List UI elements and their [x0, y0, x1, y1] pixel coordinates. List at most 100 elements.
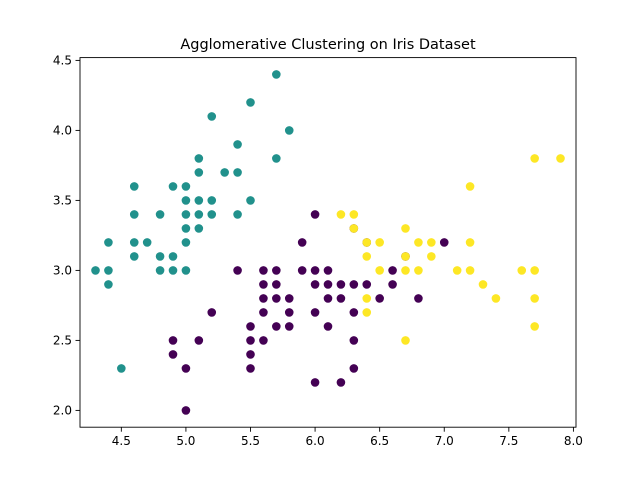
data-point	[349, 308, 359, 317]
data-point	[284, 322, 294, 331]
data-point	[388, 280, 397, 289]
data-point	[181, 196, 191, 205]
data-point	[142, 238, 152, 247]
data-point	[259, 336, 268, 345]
x-tick-label: 7.0	[435, 434, 454, 448]
data-point	[233, 140, 242, 149]
data-point	[220, 168, 229, 177]
data-point	[194, 210, 204, 219]
data-point	[181, 266, 191, 275]
data-point	[181, 364, 191, 373]
data-point	[259, 280, 268, 289]
data-point	[168, 336, 178, 345]
x-tick-label: 4.5	[112, 434, 131, 448]
data-point	[129, 252, 139, 261]
data-point	[427, 252, 436, 261]
y-tick-label: 2.0	[53, 404, 72, 418]
plot-frame	[79, 57, 577, 428]
data-point	[168, 350, 178, 359]
x-tick-label: 5.5	[241, 434, 260, 448]
data-point	[375, 238, 384, 247]
data-point	[362, 294, 372, 303]
data-point	[336, 294, 346, 303]
data-point	[530, 294, 539, 303]
data-point	[310, 210, 320, 219]
data-point	[556, 154, 565, 163]
data-point	[401, 252, 410, 261]
x-tick-label: 8.0	[564, 434, 583, 448]
data-point	[465, 266, 475, 275]
data-point	[168, 252, 178, 261]
data-point	[336, 210, 346, 219]
data-point	[491, 294, 501, 303]
x-tick-label: 5.0	[176, 434, 195, 448]
data-point	[272, 280, 281, 289]
data-point	[194, 168, 204, 177]
data-point	[401, 224, 410, 233]
data-point	[246, 98, 255, 107]
x-tick-label: 6.5	[370, 434, 389, 448]
data-point	[168, 182, 178, 191]
data-point	[310, 378, 320, 387]
data-point	[168, 266, 178, 275]
data-point	[272, 322, 281, 331]
data-point	[181, 182, 191, 191]
cluster-1-series	[91, 70, 294, 373]
data-point	[233, 266, 242, 275]
data-point	[349, 364, 359, 373]
data-point	[207, 308, 217, 317]
data-point	[362, 280, 372, 289]
data-point	[478, 280, 488, 289]
data-point	[388, 266, 397, 275]
data-point	[207, 196, 217, 205]
data-point	[530, 322, 539, 331]
data-point	[349, 336, 359, 345]
data-point	[323, 294, 333, 303]
data-point	[272, 70, 281, 79]
data-point	[194, 154, 204, 163]
data-point	[259, 266, 268, 275]
data-point	[233, 168, 242, 177]
data-point	[530, 154, 539, 163]
data-point	[323, 280, 333, 289]
data-point	[155, 252, 165, 261]
data-point	[181, 406, 191, 415]
data-point	[465, 182, 475, 191]
data-point	[362, 252, 372, 261]
points-layer	[91, 70, 565, 415]
chart-title: Agglomerative Clustering on Iris Dataset	[180, 37, 476, 53]
cluster-0-series	[168, 210, 449, 415]
data-point	[104, 280, 113, 289]
data-point	[323, 266, 333, 275]
data-point	[155, 210, 165, 219]
data-point	[129, 210, 139, 219]
x-tick-label: 7.5	[499, 434, 518, 448]
data-point	[530, 266, 539, 275]
y-tick-label: 4.5	[53, 54, 72, 68]
data-point	[310, 308, 320, 317]
y-tick-label: 4.0	[53, 124, 72, 138]
data-point	[194, 196, 204, 205]
data-point	[259, 294, 268, 303]
data-point	[401, 336, 410, 345]
data-point	[414, 266, 423, 275]
data-point	[336, 280, 346, 289]
data-point	[155, 266, 165, 275]
data-point	[297, 238, 307, 247]
data-point	[284, 126, 294, 135]
data-point	[207, 112, 217, 121]
data-point	[194, 336, 204, 345]
data-point	[284, 294, 294, 303]
data-point	[401, 266, 410, 275]
x-tick-label: 6.0	[306, 434, 325, 448]
data-point	[414, 294, 423, 303]
data-point	[310, 266, 320, 275]
data-point	[129, 182, 139, 191]
data-point	[297, 266, 307, 275]
axes: 4.5 5.0 5.5 6.0 6.5 7.0 7.5 8.0 2.0 2.5 3.0 3.5 4.0 4…	[53, 54, 583, 449]
data-point	[362, 308, 372, 317]
data-point	[414, 238, 423, 247]
data-point	[207, 210, 217, 219]
data-point	[246, 350, 255, 359]
